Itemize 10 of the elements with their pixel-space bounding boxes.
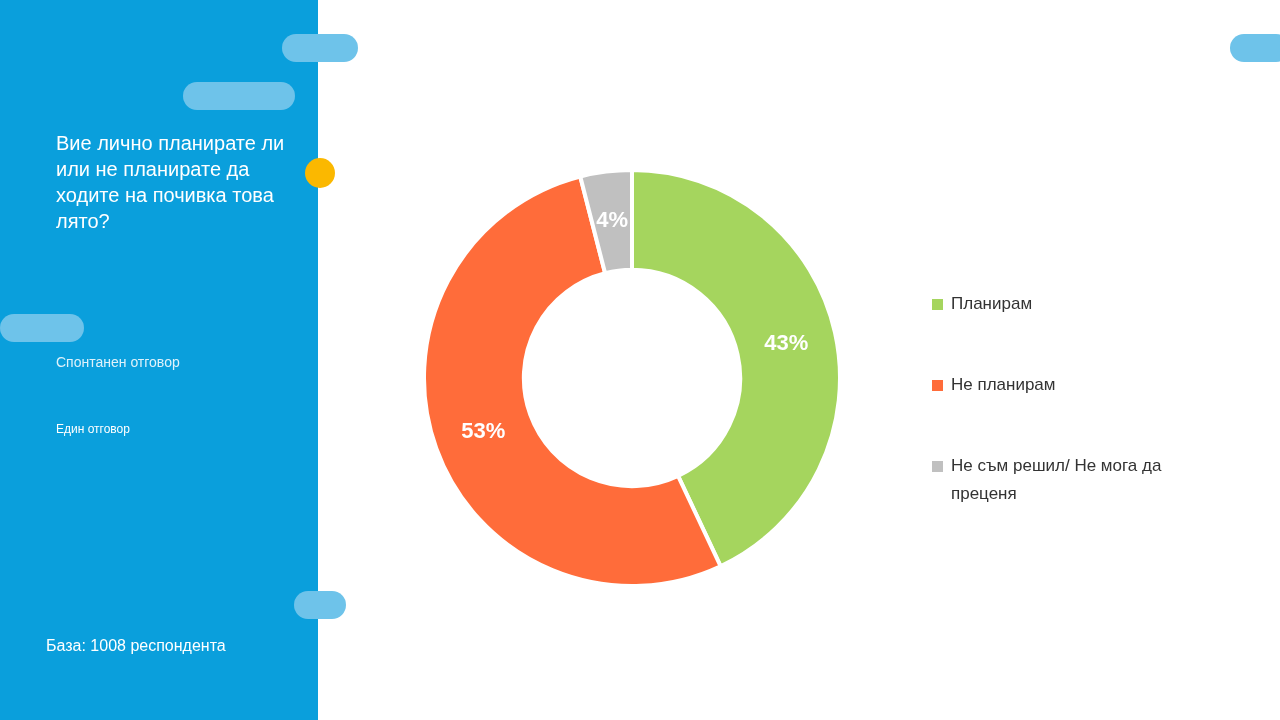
data-label: 4%	[596, 207, 629, 233]
text: База: 1008 респондента	[46, 637, 226, 655]
legend-label: Планирам	[951, 293, 1033, 315]
text: Един отговор	[56, 422, 130, 436]
text: Спонтанен отговор	[56, 354, 180, 370]
legend-label: Не съм решил/ Не мога да преценя	[951, 455, 1163, 505]
data-label: 43%	[764, 329, 809, 355]
text: Вие лично планирате ли или не планирате да ходите на почивка това лято?	[56, 131, 286, 234]
data-label: 53%	[461, 417, 506, 443]
legend-label: Не планирам	[951, 374, 1056, 396]
